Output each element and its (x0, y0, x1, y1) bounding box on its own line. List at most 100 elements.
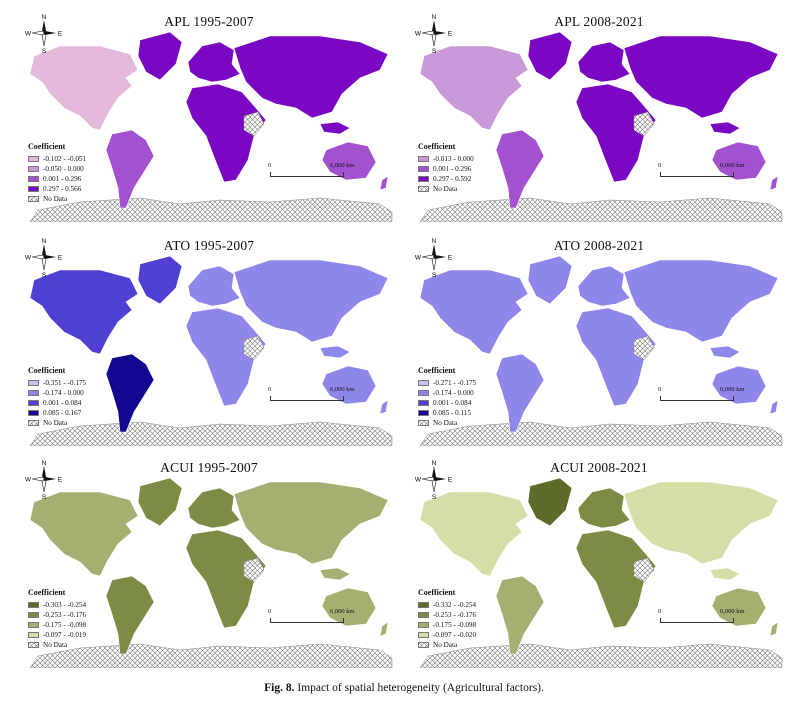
legend-label: -0.175 - -0.098 (43, 621, 87, 629)
greenland-region (137, 477, 183, 527)
south-america-region (495, 575, 545, 655)
asia-region (233, 35, 389, 119)
legend-swatch (418, 622, 429, 628)
map-panel-6: ACUI 2008-2021 N S W E Coefficient -0.33… (410, 458, 788, 668)
legend-row: -0.253 - -0.176 (28, 610, 86, 620)
legend-title: Coefficient (418, 366, 456, 375)
legend-swatch (28, 612, 39, 618)
scale-bar-line (660, 172, 734, 177)
legend-swatch (28, 390, 39, 396)
svg-text:N: N (42, 238, 47, 245)
legend-label: 0.085 - 0.167 (43, 409, 82, 417)
africa-region (185, 83, 267, 183)
legend-title: Coefficient (28, 588, 66, 597)
svg-text:S: S (42, 48, 47, 54)
no-data-swatch (418, 642, 429, 648)
legend-label: -0.097 - -0.019 (43, 631, 87, 639)
antarctica-no-data (419, 197, 783, 222)
legend-row-no-data: No Data (28, 194, 86, 204)
legend-label: -0.174 - 0.000 (433, 389, 474, 397)
legend-label: No Data (433, 419, 458, 427)
legend-swatch (418, 166, 429, 172)
asia-region (623, 35, 779, 119)
legend-label: -0.174 - 0.000 (43, 389, 84, 397)
south-america-region (495, 129, 545, 209)
compass-rose-icon: N S W E (415, 460, 453, 500)
legend-title: Coefficient (418, 142, 456, 151)
scale-bar-line (270, 172, 344, 177)
map-panel-1: APL 1995-2007 N S W E Coefficient -0.102… (20, 12, 398, 222)
greenland-region (527, 255, 573, 305)
scale-bar: 0 6,000 km (268, 162, 370, 186)
asia-region (623, 259, 779, 343)
new-zealand-region (769, 621, 779, 637)
legend-row: 0.001 - 0.296 (418, 164, 474, 174)
legend-row: -0.097 - -0.020 (418, 630, 476, 640)
legend-swatch (418, 380, 429, 386)
southeast-asia-islands (319, 567, 351, 581)
legend-row: -0.175 - -0.098 (28, 620, 86, 630)
legend-label: -0.050 - 0.000 (43, 165, 84, 173)
legend-label: 0.001 - 0.084 (43, 399, 82, 407)
legend-row: -0.013 - 0.000 (418, 154, 474, 164)
legend-swatch (28, 602, 39, 608)
scale-zero-label: 0 (658, 608, 662, 615)
world-map (29, 31, 393, 222)
south-america-region (105, 575, 155, 655)
south-america-region (105, 129, 155, 209)
legend-row: -0.303 - -0.254 (28, 600, 86, 610)
legend: Coefficient -0.102 - -0.051 -0.050 - 0.00… (28, 142, 86, 204)
scale-bar: 0 6,000 km (658, 608, 760, 632)
svg-text:N: N (42, 14, 47, 21)
compass-rose-icon: N S W E (25, 460, 63, 500)
legend-label: No Data (43, 641, 68, 649)
legend-row: -0.271 - -0.175 (418, 378, 476, 388)
scale-distance-label: 6,000 km (330, 162, 355, 169)
svg-text:S: S (42, 272, 47, 278)
south-america-region (495, 353, 545, 433)
legend-swatch (28, 156, 39, 162)
new-zealand-region (379, 175, 389, 191)
svg-text:E: E (58, 31, 63, 38)
figure-caption-text: Impact of spatial heterogeneity (Agricul… (297, 682, 544, 694)
scale-bar-line (660, 618, 734, 623)
legend-row: -0.332 - -0.254 (418, 600, 476, 610)
legend-label: -0.175 - -0.098 (433, 621, 477, 629)
legend-title: Coefficient (418, 588, 456, 597)
scale-bar-line (270, 618, 344, 623)
africa-no-data (633, 335, 655, 361)
svg-text:W: W (25, 31, 32, 38)
legend-label: -0.271 - -0.175 (433, 379, 477, 387)
new-zealand-region (769, 399, 779, 415)
legend-row: 0.001 - 0.084 (418, 398, 476, 408)
legend: Coefficient -0.351 - -0.175 -0.174 - 0.00… (28, 366, 86, 428)
svg-text:E: E (58, 477, 63, 484)
figure-caption: Fig. 8. Impact of spatial heterogeneity … (0, 682, 808, 694)
southeast-asia-islands (319, 121, 351, 135)
asia-region (623, 481, 779, 565)
greenland-region (137, 255, 183, 305)
world-map (419, 477, 783, 668)
legend-row: -0.050 - 0.000 (28, 164, 86, 174)
north-america-region (419, 45, 529, 131)
southeast-asia-islands (709, 121, 741, 135)
australia-region (711, 365, 767, 405)
legend-label: No Data (433, 185, 458, 193)
legend-label: -0.303 - -0.254 (43, 601, 87, 609)
compass-rose-icon: N S W E (25, 238, 63, 278)
legend-label: 0.085 - 0.115 (433, 409, 472, 417)
legend-label: -0.253 - -0.176 (43, 611, 87, 619)
australia-region (321, 365, 377, 405)
legend-row: -0.097 - -0.019 (28, 630, 86, 640)
legend-row-no-data: No Data (418, 184, 474, 194)
europe-region (187, 265, 241, 307)
europe-region (577, 41, 631, 83)
greenland-region (527, 31, 573, 81)
legend-label: -0.351 - -0.175 (43, 379, 87, 387)
new-zealand-region (379, 621, 389, 637)
world-map (419, 255, 783, 446)
scale-bar: 0 6,000 km (658, 386, 760, 410)
legend-swatch (418, 400, 429, 406)
legend-swatch (418, 156, 429, 162)
world-map (419, 31, 783, 222)
